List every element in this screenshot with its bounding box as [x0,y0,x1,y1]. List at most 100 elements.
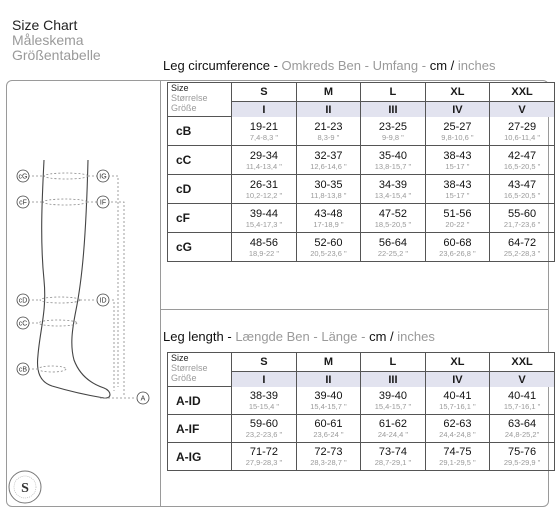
marker-cb: cB [16,362,30,376]
row-label: cB [168,117,233,146]
size-cell: 38-43 15-17 " [425,146,491,175]
inch-value: 20-22 " [445,219,470,229]
svg-text:A: A [141,396,146,403]
size-cell: 42-47 16,5-20,5 " [490,146,554,175]
inch-value: 16,5-20,5 " [503,161,541,171]
table-row: cD 26-31 10,2-12,2 " 30-35 11,8-13,8 " 34-39 1… [168,175,554,204]
marker-labels: cG cF cD cC cB IG IF ID A [16,169,150,405]
size-cell: 39-40 15,4-15,7 " [361,387,426,415]
inch-value: 15-17 " [445,190,470,200]
inch-value: 10,6-11,4 " [504,132,541,142]
svg-text:IG: IG [99,174,106,181]
size-roman: III [361,102,426,117]
leg-outline [36,160,111,399]
inch-value: 27,9-28,3 " [245,458,283,467]
inch-value: 23,6-26,8 " [439,248,476,258]
cm-value: 55-60 [508,207,537,220]
size-cell: 21-23 8,3-9 " [296,117,362,146]
marker-a: A [136,391,150,405]
size-letter: XXL [490,353,554,372]
size-cell: 47-52 18,5-20,5 " [361,204,426,233]
size-roman: III [361,372,426,387]
table-row: A-IG 71-72 27,9-28,3 " 72-73 28,3-28,7 " 73-7… [168,443,554,470]
size-cell: 60-68 23,6-26,8 " [426,233,491,261]
size-cell: 61-62 24-24,4 " [361,415,426,443]
chart-titles: Size Chart Måleskema Größentabelle [12,18,101,63]
cm-value: 39-44 [249,207,279,220]
inch-value: 18,9-22 " [248,248,280,258]
inch-value: 15,4-15,7 " [374,402,412,411]
cm-value: 38-39 [249,390,279,402]
size-cell: 43-47 16,5-20,5 " [490,175,554,204]
cm-value: 48-56 [249,236,279,249]
cm-value: 40-41 [443,390,472,402]
size-letter: L [361,353,426,372]
row-label: cC [168,146,233,175]
leg-length-table: Size Størrelse Größe S M L XL XXL I II I… [167,352,555,471]
cm-value: 30-35 [314,178,343,191]
marker-cg: cG [16,169,30,183]
cm-value: 32-37 [314,149,343,162]
inch-value: 15,4-15,7 " [310,402,347,411]
seal-letter: S [21,481,29,496]
inch-value: 16,5-20,5 " [503,190,541,200]
size-roman: II [296,102,362,117]
measure-lines [28,172,136,399]
size-cell: 60-61 23,6-24 " [296,415,362,443]
cm-value: 56-64 [378,236,407,249]
size-cell: 30-35 11,8-13,8 " [296,175,362,204]
table-row: A-ID 38-39 15-15,4 " 39-40 15,4-15,7 " 39-40 1… [168,387,554,415]
row-label: cF [168,204,233,233]
cm-value: 43-47 [508,178,537,191]
size-cell: 55-60 21,7-23,6 " [490,204,554,233]
inch-value: 15,7-16,1 " [503,402,541,411]
cm-value: 39-40 [314,390,343,402]
size-roman: I [232,102,297,117]
size-cell: 73-74 28,7-29,1 " [361,443,426,470]
table-row: A-IF 59-60 23,2-23,6 " 60-61 23,6-24 " 61-62 2… [168,415,554,443]
inch-value: 11,8-13,8 " [310,190,347,200]
size-cell: 39-40 15,4-15,7 " [296,387,362,415]
size-roman: V [490,102,554,117]
size-letter: XXL [490,83,554,102]
inch-value: 21,7-23,6 " [503,219,541,229]
size-roman: II [296,372,362,387]
cm-value: 25-27 [443,120,472,133]
size-cell: 32-37 12,6-14,6 " [296,146,362,175]
inch-value: 9-9,8 " [381,132,404,142]
size-roman: IV [425,102,491,117]
row-label: A-ID [168,387,233,415]
panel-divider-vertical [160,80,161,507]
panel-divider-horizontal [160,309,549,310]
marker-cd: cD [16,293,30,307]
size-cell: 29-34 11,4-13,4 " [232,146,297,175]
inch-value: 7,4-8,3 " [249,132,278,142]
chart-panel [6,80,549,507]
cm-value: 38-43 [443,178,472,191]
size-cell: 64-72 25,2-28,3 " [490,233,554,261]
marker-ig: IG [96,169,110,183]
size-roman: IV [425,372,491,387]
leg-diagram: cG cF cD cC cB IG IF ID A [16,160,150,405]
inch-value: 24-24,4 " [377,430,408,439]
cm-value: 72-73 [314,446,343,458]
svg-text:ID: ID [100,298,107,305]
cm-value: 43-48 [314,207,343,220]
size-cell: 23-25 9-9,8 " [361,117,426,146]
cm-value: 21-23 [314,120,343,133]
inch-value: 12,6-14,6 " [310,161,347,171]
size-letter: L [361,83,426,102]
inch-value: 18,5-20,5 " [374,219,412,229]
cm-value: 74-75 [443,446,472,458]
cm-value: 34-39 [378,178,407,191]
table-row: cF 39-44 15,4-17,3 " 43-48 17-18,9 " 47-52 18,… [168,204,554,233]
svg-text:cG: cG [19,174,28,181]
size-cell: 63-64 24,8-25,2" [490,415,554,443]
size-cell: 72-73 28,3-28,7 " [297,443,362,470]
table-row: cC 29-34 11,4-13,4 " 32-37 12,6-14,6 " 35-40 1… [168,146,554,175]
inch-value: 8,3-9 " [317,132,340,142]
size-letter: M [296,83,362,102]
cm-value: 60-61 [314,418,343,430]
inch-value: 10,2-12,2 " [245,190,283,200]
inch-value: 23,2-23,6 " [245,430,283,439]
